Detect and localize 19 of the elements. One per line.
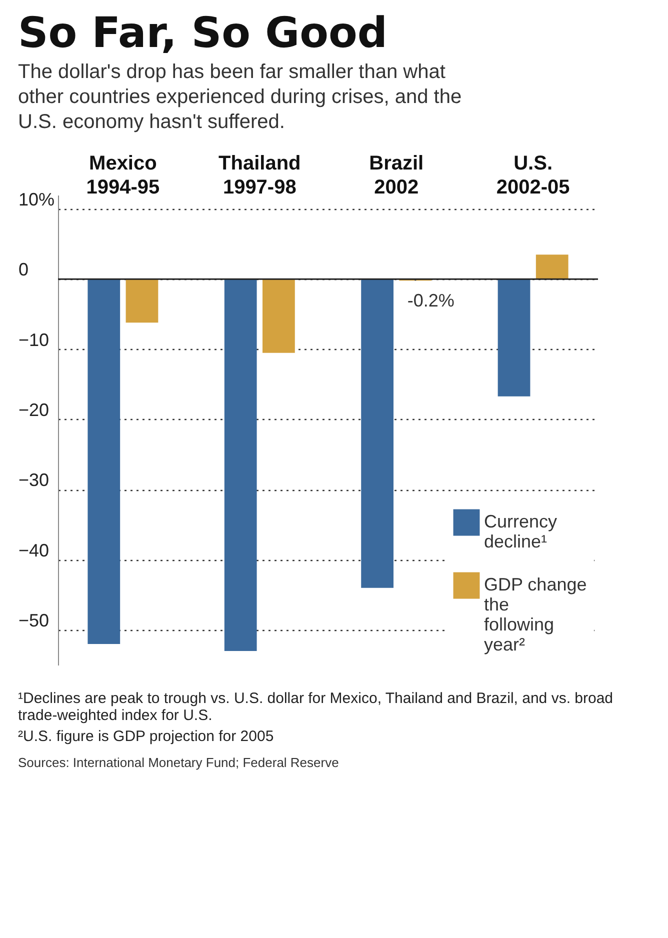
y-tick-label: −30 <box>18 470 50 490</box>
data-label: -0.2% <box>407 290 454 311</box>
y-tick-label: −10 <box>18 330 50 350</box>
legend-label: Currency decline¹ <box>484 512 558 552</box>
y-tick-label: 0 <box>18 260 29 280</box>
y-tick-label: −50 <box>18 610 50 630</box>
x-tick-label: Thailand 1997-98 <box>218 152 301 198</box>
chart-subtitle: The dollar's drop has been far smaller than what other countries experienced during crises, and the U.S. economy hasn't suffered. <box>18 61 462 133</box>
y-tick-label: −40 <box>18 540 50 560</box>
x-tick-label: U.S. 2002-05 <box>496 152 570 198</box>
legend-label: GDP change the following year² <box>484 574 587 654</box>
x-tick-label: Brazil 2002 <box>369 152 424 198</box>
y-tick-label: 10% <box>18 190 55 210</box>
chart-title: So Far, So Good <box>18 8 388 57</box>
text: ¹Declines are peak to trough vs. U.S. dollar for Mexico, Thailand and Brazil, and vs. broad trade-weighted index for U.S. <box>18 690 614 724</box>
x-tick-label: Mexico 1994-95 <box>86 152 160 198</box>
source-note: Sources: International Monetary Fund; Federal Reserve <box>18 755 340 770</box>
y-tick-label: −20 <box>18 400 50 420</box>
text: ²U.S. figure is GDP projection for 2005 <box>18 728 275 745</box>
